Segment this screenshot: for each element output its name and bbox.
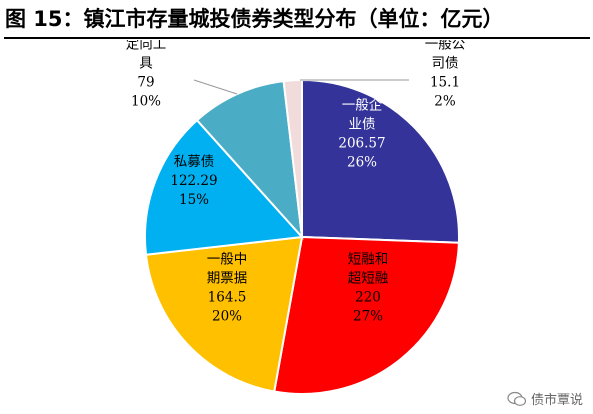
slice-label-line: 20% bbox=[212, 309, 242, 325]
title-divider bbox=[4, 37, 590, 39]
slice-label-line: 220 bbox=[355, 290, 381, 306]
slice-label-line: 10% bbox=[131, 94, 161, 110]
slice-label-line: 短融和 bbox=[348, 252, 389, 268]
slice-label-line: 26% bbox=[347, 155, 377, 171]
slice-label-1: 短融和超短融 220 27% bbox=[348, 252, 389, 325]
slice-label-line: 79 bbox=[137, 75, 154, 91]
slice-label-line: 具 bbox=[139, 56, 153, 72]
slice-label-line: 206.57 bbox=[338, 136, 385, 152]
pie-slice-3 bbox=[144, 118, 305, 256]
slice-label-line: 164.5 bbox=[208, 290, 247, 306]
slice-label-line: 15% bbox=[179, 192, 209, 208]
pie-chart: 一般企业债 206.57 26% 短融和超短融 220 27% 一般中期票据 164.5 20%… bbox=[126, 40, 466, 395]
slice-label-line: 业债 bbox=[349, 117, 376, 133]
pie-slice-1 bbox=[273, 235, 460, 395]
pie-slices bbox=[144, 78, 460, 395]
slice-label-line: 期票据 bbox=[207, 271, 248, 287]
slice-label-line: 27% bbox=[353, 309, 383, 325]
slice-label-line: 122.29 bbox=[170, 173, 217, 189]
leader-lines bbox=[193, 79, 409, 95]
slice-label-line: 一般中 bbox=[207, 252, 248, 268]
slice-label-line: 15.1 bbox=[430, 75, 460, 91]
slice-label-line: 2% bbox=[434, 94, 456, 110]
slice-label-line: 私募债 bbox=[174, 154, 215, 170]
slice-label-4: 定向工具 79 10% bbox=[126, 40, 167, 110]
wechat-icon bbox=[507, 391, 527, 406]
slice-label-line: 一般公 bbox=[425, 40, 466, 53]
slice-label-5: 一般公司债 15.1 2% bbox=[425, 40, 466, 110]
slice-labels: 一般企业债 206.57 26% 短融和超短融 220 27% 一般中期票据 164.5 20%… bbox=[126, 40, 466, 325]
slice-label-line: 司债 bbox=[432, 56, 459, 72]
watermark: 债市覃说 bbox=[507, 389, 583, 408]
pie-slice-2 bbox=[144, 235, 304, 393]
watermark-text: 债市覃说 bbox=[530, 393, 583, 408]
slice-label-line: 超短融 bbox=[348, 271, 389, 287]
figure-title: 图 15：镇江市存量城投债券类型分布（单位：亿元） bbox=[5, 7, 504, 31]
slice-label-2: 一般中期票据 164.5 20% bbox=[207, 252, 248, 325]
slice-label-3: 私募债 122.29 15% bbox=[170, 154, 217, 208]
slice-label-line: 定向工 bbox=[126, 40, 167, 53]
leader-line-4 bbox=[193, 79, 238, 95]
pie-slice-4 bbox=[195, 79, 304, 241]
pie-slice-0 bbox=[301, 78, 460, 244]
slice-label-0: 一般企业债 206.57 26% bbox=[338, 97, 385, 171]
slice-label-line: 一般企 bbox=[342, 97, 383, 114]
